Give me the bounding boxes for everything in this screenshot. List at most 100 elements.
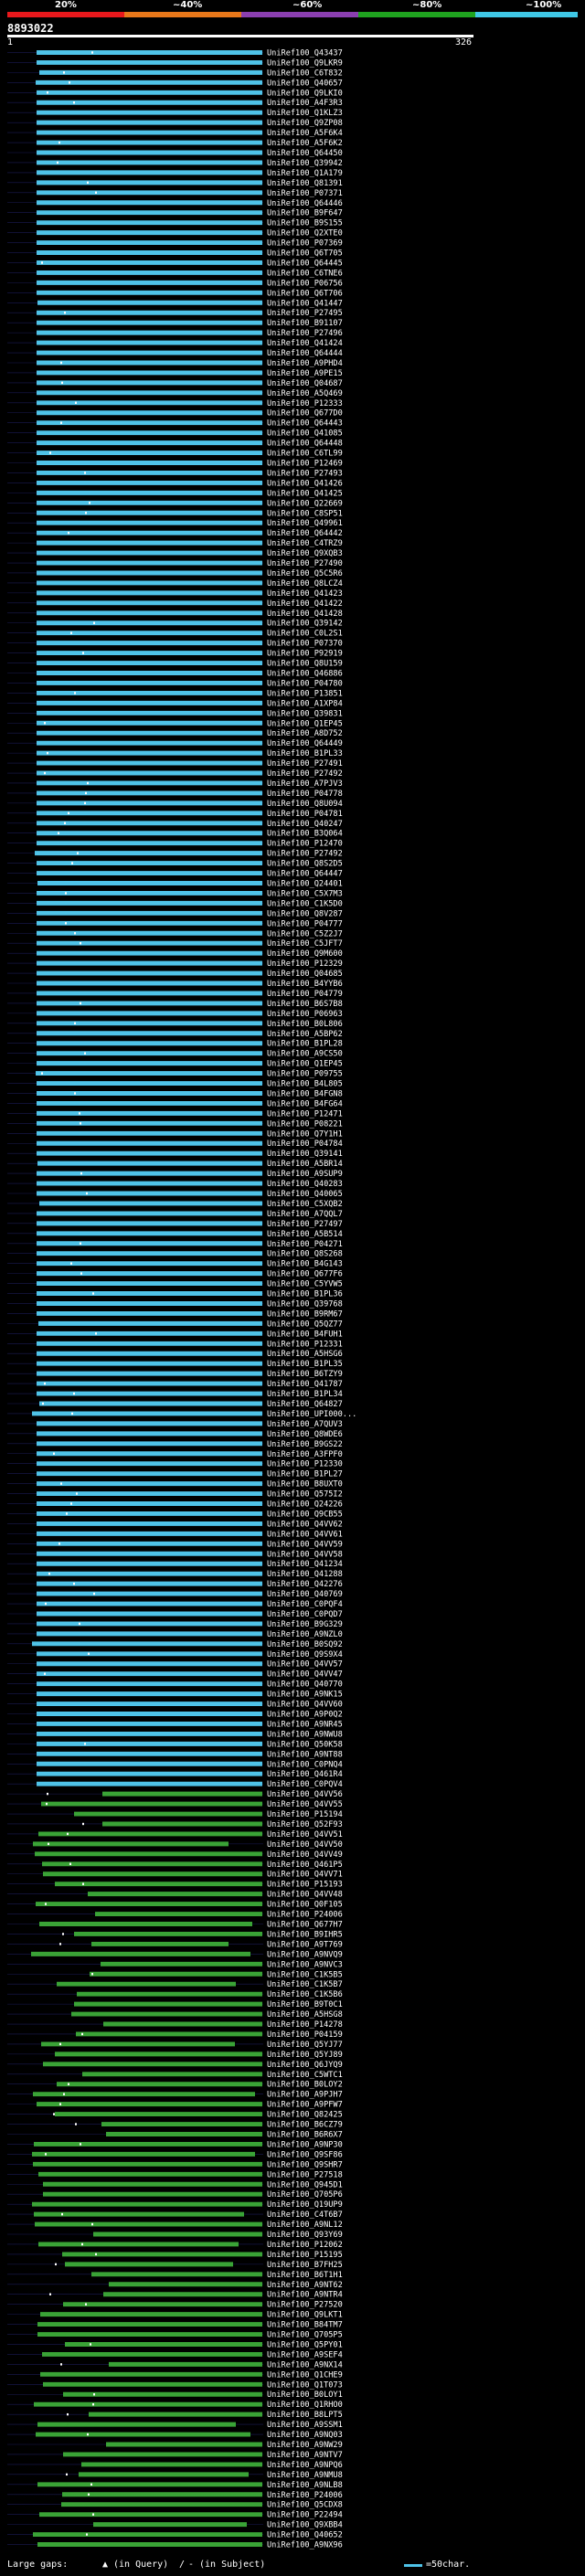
hit-row[interactable]: UniRef100_Q41425 [7, 489, 343, 498]
hit-row[interactable]: UniRef100_Q461P5 [7, 1860, 343, 1870]
hit-row[interactable]: UniRef100_A9SSM1 [7, 2421, 343, 2430]
hit-row[interactable]: UniRef100_B8LPT5 [7, 2411, 343, 2420]
hit-row[interactable]: UniRef100_A9NW29 [7, 2441, 343, 2450]
hit-row[interactable]: UniRef100_P22494 [7, 2511, 343, 2520]
hit-label[interactable]: UniRef100_P27497 [267, 1220, 343, 1229]
hit-label[interactable]: UniRef100_P12331 [267, 1340, 343, 1349]
hit-row[interactable]: UniRef100_A9PE15 [7, 369, 343, 378]
hit-row[interactable]: UniRef100_Q4VV61 [7, 1530, 343, 1539]
hit-label[interactable]: UniRef100_Q64449 [267, 739, 343, 748]
hit-row[interactable]: UniRef100_Q1EP45 [7, 719, 343, 728]
hit-row[interactable]: UniRef100_Q1T073 [7, 2380, 343, 2390]
hit-row[interactable]: UniRef100_P04781 [7, 810, 343, 819]
hit-row[interactable]: UniRef100_Q40657 [7, 79, 343, 88]
hit-row[interactable]: UniRef100_P24006 [7, 2491, 343, 2500]
hit-row[interactable]: UniRef100_Q81391 [7, 179, 343, 188]
hit-row[interactable]: UniRef100_Q4VV48 [7, 1891, 343, 1900]
hit-label[interactable]: UniRef100_Q2XTE0 [267, 229, 343, 239]
hit-label[interactable]: UniRef100_C0PQD7 [267, 1610, 343, 1619]
hit-label[interactable]: UniRef100_B4G143 [267, 1260, 343, 1269]
hit-row[interactable]: UniRef100_B84TM7 [7, 2321, 343, 2330]
hit-row[interactable]: UniRef100_Q5YJ77 [7, 2041, 343, 2050]
hit-label[interactable]: UniRef100_C5JFT7 [267, 939, 343, 949]
hit-row[interactable]: UniRef100_Q9M600 [7, 949, 343, 959]
hit-row[interactable]: UniRef100_Q39141 [7, 1150, 343, 1159]
hit-row[interactable]: UniRef100_A5B514 [7, 1230, 343, 1239]
hit-row[interactable]: UniRef100_Q41085 [7, 429, 343, 439]
hit-row[interactable]: UniRef100_P12331 [7, 1340, 343, 1349]
hit-label[interactable]: UniRef100_Q4VV49 [267, 1850, 343, 1860]
hit-label[interactable]: UniRef100_A5F6K4 [267, 129, 343, 138]
hit-row[interactable]: UniRef100_Q6T706 [7, 289, 343, 298]
hit-row[interactable]: UniRef100_Q1CHE9 [7, 2370, 343, 2380]
hit-row[interactable]: UniRef100_B4FGN8 [7, 1089, 343, 1098]
hit-label[interactable]: UniRef100_Q41288 [267, 1570, 343, 1579]
hit-label[interactable]: UniRef100_B4FG64 [267, 1099, 343, 1108]
hit-row[interactable]: UniRef100_C1K5D0 [7, 899, 343, 908]
hit-label[interactable]: UniRef100_C5X7M3 [267, 889, 343, 898]
hit-label[interactable]: UniRef100_P24006 [267, 2491, 343, 2500]
hit-row[interactable]: UniRef100_A9NWU8 [7, 1730, 343, 1739]
hit-row[interactable]: UniRef100_C5WTC1 [7, 2071, 343, 2080]
hit-row[interactable]: UniRef100_Q82425 [7, 2111, 343, 2120]
hit-row[interactable]: UniRef100_Q40283 [7, 1180, 343, 1189]
hit-row[interactable]: UniRef100_A9PHD4 [7, 359, 343, 368]
hit-row[interactable]: UniRef100_P04784 [7, 1140, 343, 1149]
hit-row[interactable]: UniRef100_Q8WDE6 [7, 1430, 343, 1439]
hit-label[interactable]: UniRef100_Q8V287 [267, 909, 343, 918]
hit-label[interactable]: UniRef100_Q41234 [267, 1560, 343, 1569]
hit-row[interactable]: UniRef100_B7FH25 [7, 2261, 343, 2270]
hit-label[interactable]: UniRef100_Q41428 [267, 610, 343, 619]
hit-row[interactable]: UniRef100_P15195 [7, 2251, 343, 2260]
hit-label[interactable]: UniRef100_A9T769 [267, 1940, 343, 1949]
hit-row[interactable]: UniRef100_Q64449 [7, 739, 343, 748]
hit-label[interactable]: UniRef100_Q64827 [267, 1400, 343, 1409]
hit-label[interactable]: UniRef100_A9PE15 [267, 369, 343, 378]
hit-label[interactable]: UniRef100_A8D752 [267, 729, 343, 738]
hit-label[interactable]: UniRef100_C6T832 [267, 69, 343, 78]
hit-row[interactable]: UniRef100_B9S155 [7, 219, 343, 228]
hit-label[interactable]: UniRef100_A9NT62 [267, 2281, 343, 2290]
hit-row[interactable]: UniRef100_A7QQL7 [7, 1210, 343, 1219]
hit-row[interactable]: UniRef100_B4L805 [7, 1080, 343, 1089]
hit-row[interactable]: UniRef100_P14278 [7, 2020, 343, 2030]
hit-row[interactable]: UniRef100_P04271 [7, 1240, 343, 1249]
hit-row[interactable]: UniRef100_B4YYB6 [7, 980, 343, 989]
hit-label[interactable]: UniRef100_A9NK15 [267, 1691, 343, 1700]
hit-row[interactable]: UniRef100_C0PNQ4 [7, 1760, 343, 1769]
hit-label[interactable]: UniRef100_Q81391 [267, 179, 343, 188]
hit-row[interactable]: UniRef100_B6TZY9 [7, 1370, 343, 1379]
hit-row[interactable]: UniRef100_P12471 [7, 1109, 343, 1118]
hit-row[interactable]: UniRef100_P27491 [7, 759, 343, 769]
hit-label[interactable]: UniRef100_A7QQL7 [267, 1210, 343, 1219]
hit-label[interactable]: UniRef100_Q5C5R6 [267, 569, 343, 578]
hit-label[interactable]: UniRef100_Q9M600 [267, 949, 343, 959]
hit-row[interactable]: UniRef100_Q43437 [7, 48, 343, 58]
hit-label[interactable]: UniRef100_C4TRZ9 [267, 539, 343, 548]
hit-label[interactable]: UniRef100_A9SEF4 [267, 2350, 343, 2359]
hit-label[interactable]: UniRef100_Q41425 [267, 489, 343, 498]
hit-row[interactable]: UniRef100_A9NVC3 [7, 1960, 343, 1969]
hit-label[interactable]: UniRef100_Q705P6 [267, 2190, 343, 2200]
hit-label[interactable]: UniRef100_P04779 [267, 990, 343, 999]
hit-row[interactable]: UniRef100_Q4VV71 [7, 1871, 343, 1880]
hit-label[interactable]: UniRef100_Q9SF86 [267, 2150, 343, 2159]
hit-row[interactable]: UniRef100_P12470 [7, 840, 343, 849]
hit-label[interactable]: UniRef100_Q04687 [267, 379, 343, 388]
hit-label[interactable]: UniRef100_B9F647 [267, 209, 343, 218]
hit-row[interactable]: UniRef100_Q41787 [7, 1380, 343, 1389]
hit-label[interactable]: UniRef100_B4FUH1 [267, 1330, 343, 1339]
hit-label[interactable]: UniRef100_Q4VV61 [267, 1530, 343, 1539]
hit-label[interactable]: UniRef100_Q64450 [267, 149, 343, 158]
hit-row[interactable]: UniRef100_Q8U159 [7, 660, 343, 669]
hit-label[interactable]: UniRef100_Q41787 [267, 1380, 343, 1389]
hit-row[interactable]: UniRef100_A9NPQ6 [7, 2461, 343, 2470]
hit-label[interactable]: UniRef100_B0LOY2 [267, 2081, 343, 2090]
hit-row[interactable]: UniRef100_P27496 [7, 329, 343, 338]
hit-label[interactable]: UniRef100_C1K5D0 [267, 899, 343, 908]
hit-row[interactable]: UniRef100_Q40652 [7, 2531, 343, 2540]
hit-label[interactable]: UniRef100_Q9S9X4 [267, 1650, 343, 1659]
hit-row[interactable]: UniRef100_Q64445 [7, 259, 343, 268]
hit-label[interactable]: UniRef100_A5BR14 [267, 1160, 343, 1169]
hit-row[interactable]: UniRef100_A9NLB8 [7, 2481, 343, 2490]
